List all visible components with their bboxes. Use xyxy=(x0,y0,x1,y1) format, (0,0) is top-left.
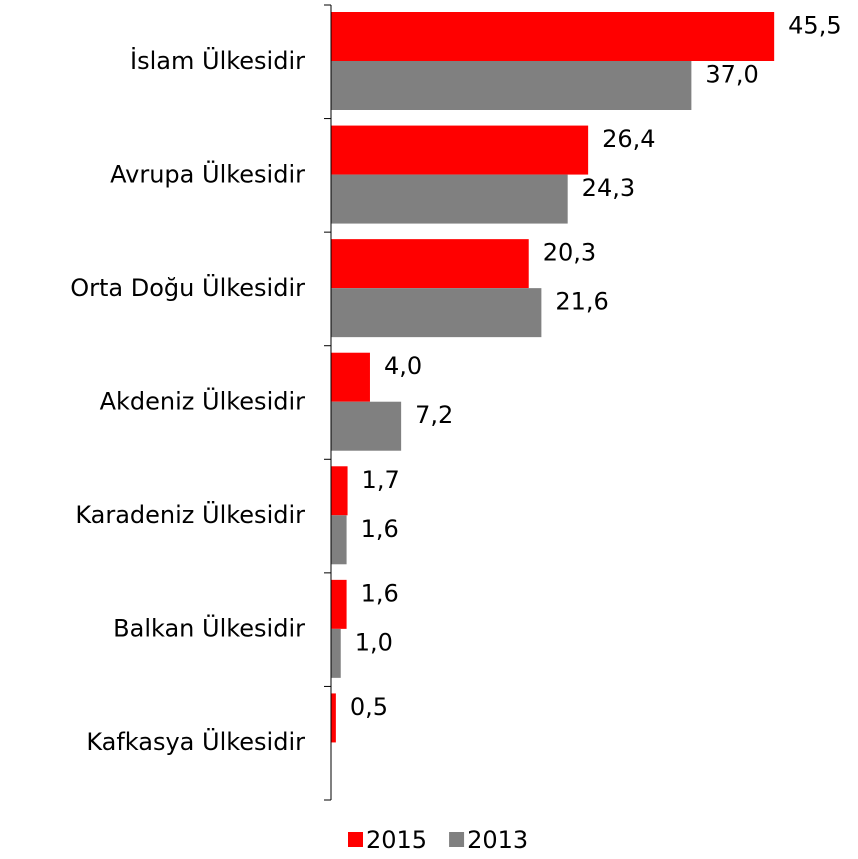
value-label: 37,0 xyxy=(705,61,758,89)
category-label: Balkan Ülkesidir xyxy=(113,614,305,643)
bar xyxy=(331,579,347,629)
value-label: 20,3 xyxy=(543,239,596,267)
value-label: 0,5 xyxy=(350,693,388,721)
value-label: 1,6 xyxy=(361,579,399,607)
bar xyxy=(331,12,775,61)
bar xyxy=(331,239,529,289)
legend-label: 2013 xyxy=(467,826,528,854)
bar xyxy=(331,288,542,338)
bar xyxy=(331,352,370,402)
legend-label: 2015 xyxy=(366,826,427,854)
bar xyxy=(331,125,589,175)
category-label: Orta Doğu Ülkesidir xyxy=(70,273,305,302)
category-label: Karadeniz Ülkesidir xyxy=(75,500,305,529)
value-label: 21,6 xyxy=(555,288,608,316)
category-label: İslam Ülkesidir xyxy=(130,46,305,75)
bar xyxy=(331,401,402,451)
legend-swatch xyxy=(348,832,363,847)
bar xyxy=(331,466,348,516)
category-label: Kafkasya Ülkesidir xyxy=(86,727,305,756)
bar xyxy=(331,61,692,110)
bar xyxy=(331,174,568,224)
bar xyxy=(331,628,341,678)
value-label: 4,0 xyxy=(384,352,422,380)
value-label: 7,2 xyxy=(415,401,453,429)
value-label: 1,0 xyxy=(355,628,393,656)
category-label: Avrupa Ülkesidir xyxy=(110,159,305,188)
value-label: 26,4 xyxy=(602,125,655,153)
value-label: 1,7 xyxy=(362,466,400,494)
bar xyxy=(331,515,347,565)
value-label: 1,6 xyxy=(361,515,399,543)
value-label: 45,5 xyxy=(788,12,841,40)
legend-swatch xyxy=(449,832,465,847)
value-label: 24,3 xyxy=(582,174,635,202)
bar xyxy=(331,693,336,743)
category-label: Akdeniz Ülkesidir xyxy=(100,387,306,416)
